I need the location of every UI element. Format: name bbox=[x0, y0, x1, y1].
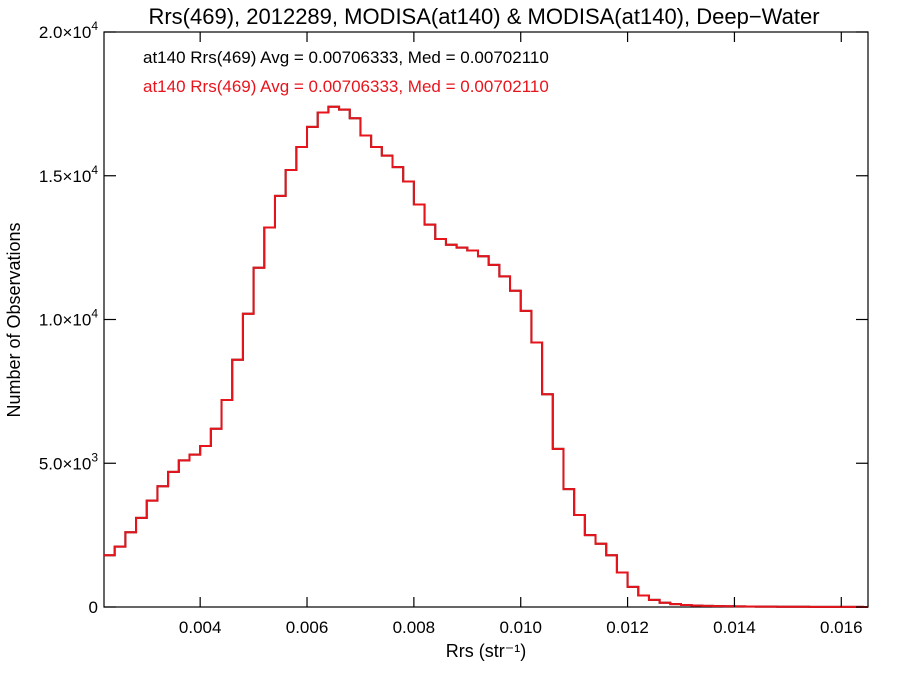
y-tick-label: 1.5×104 bbox=[39, 163, 98, 186]
x-tick-label: 0.008 bbox=[393, 618, 436, 637]
annotation-black: at140 Rrs(469) Avg = 0.00706333, Med = 0… bbox=[143, 48, 549, 67]
y-tick-label: 2.0×104 bbox=[39, 19, 98, 42]
y-tick-label: 0 bbox=[89, 598, 98, 617]
x-tick-label: 0.014 bbox=[713, 618, 756, 637]
x-tick-label: 0.016 bbox=[820, 618, 863, 637]
y-tick-label: 1.0×104 bbox=[39, 307, 98, 330]
series-black-line bbox=[104, 105, 868, 608]
plot-frame bbox=[103, 31, 869, 608]
x-tick-label: 0.004 bbox=[179, 618, 222, 637]
series-layer bbox=[104, 105, 868, 608]
chart-title: Rrs(469), 2012289, MODISA(at140) & MODIS… bbox=[148, 4, 819, 29]
x-tick-label: 0.012 bbox=[606, 618, 649, 637]
y-tick-label: 5.0×103 bbox=[39, 450, 98, 473]
x-tick-label: 0.010 bbox=[499, 618, 542, 637]
tick-layer: 0.004 0.006 0.008 0.010 0.012 0.014 0.016 0 5.0×… bbox=[39, 19, 868, 637]
x-axis-title: Rrs (str⁻¹) bbox=[446, 641, 526, 661]
annotation-red: at140 Rrs(469) Avg = 0.00706333, Med = 0… bbox=[143, 77, 549, 96]
x-tick-label: 0.006 bbox=[286, 618, 329, 637]
series-red-line bbox=[104, 105, 868, 608]
y-axis-title: Number of Observations bbox=[4, 222, 24, 417]
